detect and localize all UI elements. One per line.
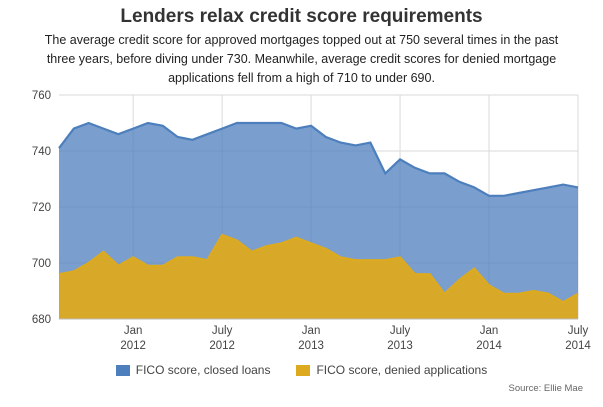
legend-label-closed-loans: FICO score, closed loans bbox=[135, 363, 271, 377]
legend-label-denied-applications: FICO score, denied applications bbox=[316, 363, 488, 377]
x-tick-label-july-2014: July bbox=[568, 325, 589, 337]
legend-item-closed-loans: FICO score, closed loans bbox=[115, 363, 271, 377]
y-tick-label-760: 760 bbox=[32, 90, 51, 102]
x-tick-label-july-2013: July bbox=[390, 325, 411, 337]
y-tick-label-720: 720 bbox=[32, 202, 51, 214]
x-tick-year-july-2013: 2013 bbox=[387, 340, 413, 352]
y-tick-label-700: 700 bbox=[32, 258, 51, 270]
x-tick-label-jan-2014: Jan bbox=[480, 325, 499, 337]
x-tick-year-july-2014: 2014 bbox=[565, 340, 591, 352]
x-tick-year-jan-2014: 2014 bbox=[476, 340, 502, 352]
x-tick-year-jan-2012: 2012 bbox=[120, 340, 146, 352]
chart-title: Lenders relax credit score requirements bbox=[120, 6, 483, 27]
legend-item-denied-applications: FICO score, denied applications bbox=[296, 363, 487, 377]
y-tick-label-740: 740 bbox=[32, 146, 51, 158]
chart-legend: FICO score, closed loans FICO score, den… bbox=[0, 363, 603, 377]
line-closed bbox=[58, 121, 579, 197]
x-tick-label-july-2012: July bbox=[212, 325, 233, 337]
x-tick-label-jan-2013: Jan bbox=[302, 325, 321, 337]
x-tick-label-jan-2012: Jan bbox=[124, 325, 143, 337]
x-tick-year-jan-2013: 2013 bbox=[298, 340, 324, 352]
chart-subtitle: The average credit score for approved mo… bbox=[44, 33, 559, 85]
source-note: Source: Ellie Mae bbox=[508, 383, 583, 394]
area-denied bbox=[59, 235, 578, 319]
line-denied bbox=[58, 233, 579, 304]
x-tick-year-july-2012: 2012 bbox=[209, 340, 235, 352]
legend-swatch-denied-applications bbox=[296, 364, 311, 376]
y-tick-label-680: 680 bbox=[32, 314, 51, 326]
legend-swatch-closed-loans bbox=[115, 364, 130, 376]
